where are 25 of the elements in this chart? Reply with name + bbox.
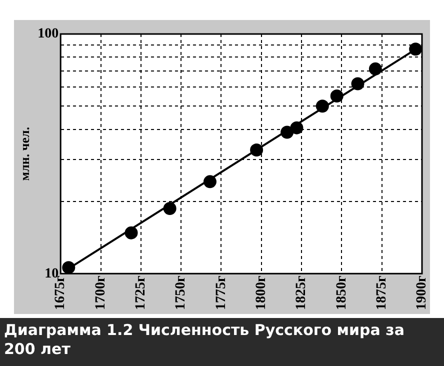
point: [280, 126, 294, 139]
y-axis-title: млн. чел.: [17, 126, 32, 181]
point: [290, 121, 304, 134]
x-tick-label: 1775г: [214, 276, 229, 310]
point: [250, 144, 264, 157]
x-tick-label: 1700г: [93, 276, 108, 310]
y-tick-label: 10: [44, 266, 59, 282]
point: [330, 90, 344, 103]
x-tick-label: 1750г: [174, 276, 189, 310]
x-tick-label: 1900г: [414, 276, 430, 310]
x-tick-label: 1725г: [134, 276, 149, 310]
point: [124, 226, 138, 240]
x-tick-label: 1850г: [334, 276, 350, 310]
point: [163, 202, 176, 215]
x-tick-label: 1875г: [374, 276, 390, 310]
point: [368, 62, 382, 76]
x-tick-label: 1825г: [294, 276, 310, 310]
point: [351, 77, 364, 90]
point: [409, 42, 422, 56]
point: [62, 261, 76, 274]
text: Диаграмма 1.2 Численность Русского мира за 200 лет: [0, 318, 444, 366]
y-tick-label: 100: [38, 26, 59, 42]
point: [316, 100, 329, 113]
point: [203, 175, 216, 188]
x-tick-label: 1800г: [254, 276, 269, 310]
